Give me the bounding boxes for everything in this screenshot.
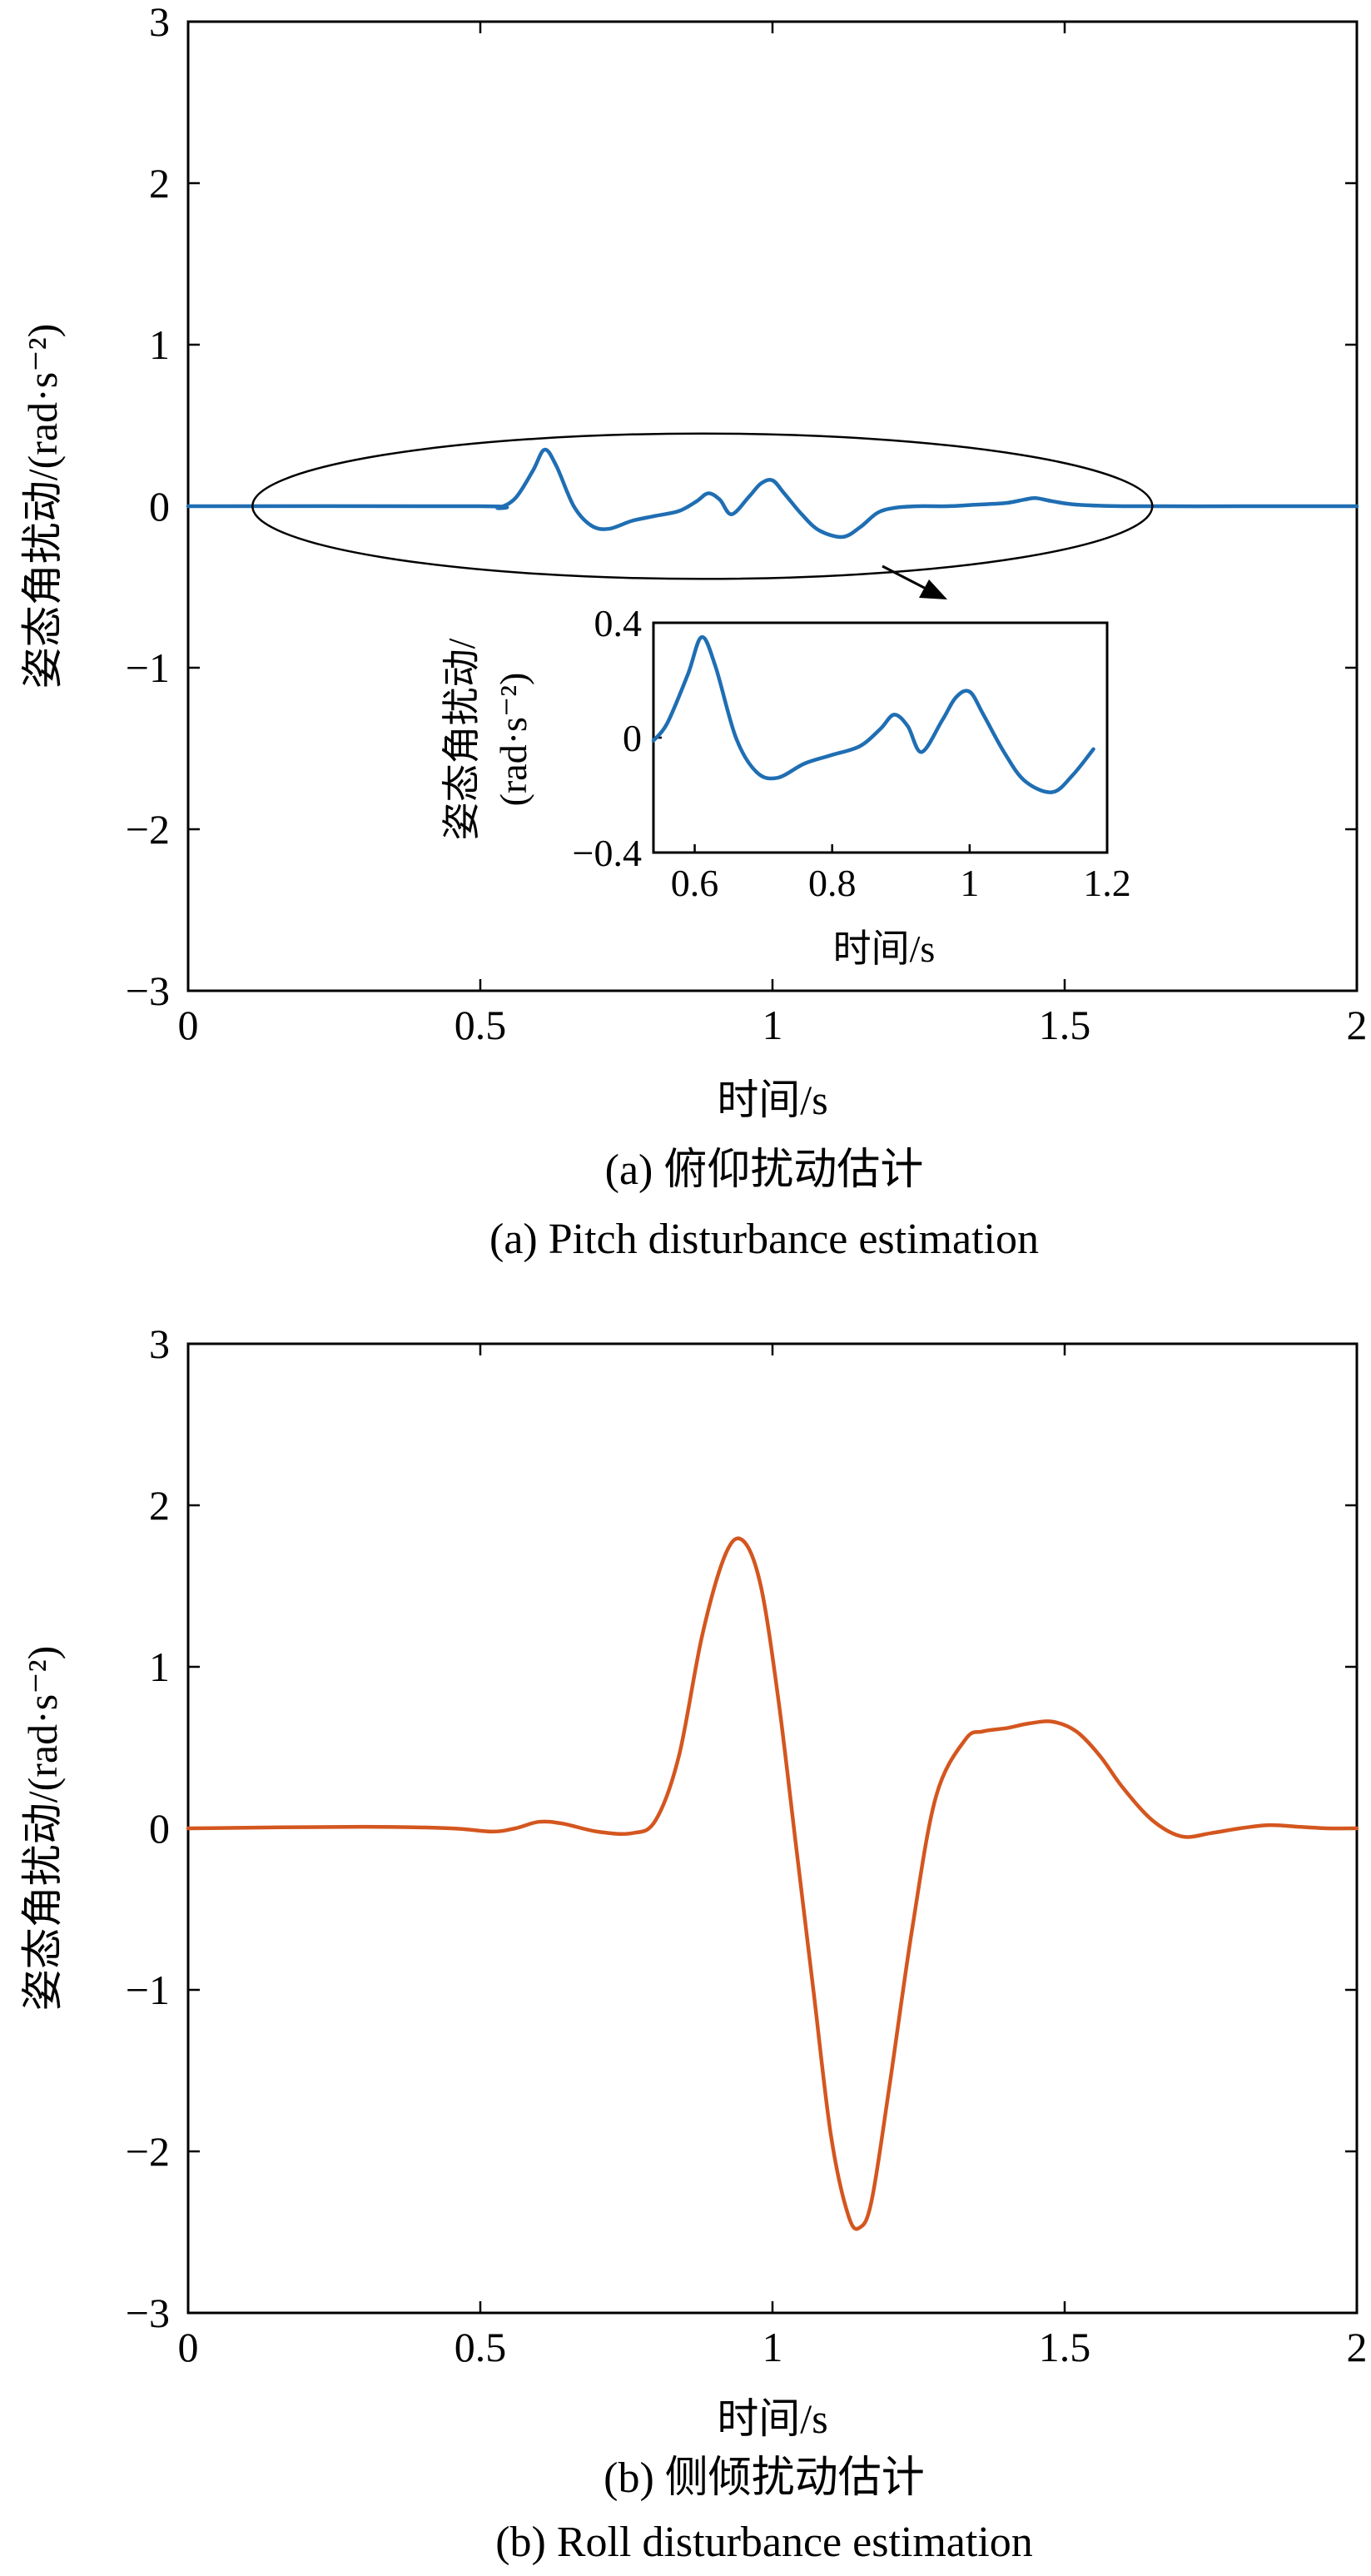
inset-x-tick-label: 1 xyxy=(960,862,979,904)
inset-x-tick-label: 0.6 xyxy=(671,862,719,904)
chart-b: 0 0.5 1 1.5 2 3 2 1 0 −1 −2 −3 时间/s 姿态角扰动/(rad·s⁻²… xyxy=(19,1320,1368,2566)
inset-x-ticks: 0.6 0.8 1 1.2 xyxy=(671,844,1131,904)
pitch-disturbance-line xyxy=(186,447,1359,540)
b-x-tick-label: 1.5 xyxy=(1039,2324,1091,2370)
b-x-tick-label: 2 xyxy=(1347,2324,1368,2370)
inset-y-ticks: 0.4 0 −0.4 xyxy=(573,602,662,874)
roll-disturbance-line xyxy=(186,1536,1359,2231)
b-x-tick-label: 0.5 xyxy=(455,2324,507,2370)
b-y-tick-label: 0 xyxy=(149,1805,170,1852)
a-y-tick-label: 3 xyxy=(149,0,170,45)
b-x-tick-label: 1 xyxy=(762,2324,783,2370)
a-y-tick-label: 0 xyxy=(149,483,170,530)
b-y-tick-label: −2 xyxy=(126,2128,170,2175)
a-x-tick-label: 1.5 xyxy=(1039,1002,1091,1048)
caption-cn-b: (b) 侧倾扰动估计 xyxy=(604,2454,925,2502)
inset-y-axis-title-line1: 姿态角扰动/ xyxy=(440,638,483,840)
x-ticks-a: 0 0.5 1 1.5 2 xyxy=(178,22,1368,1048)
a-x-tick-label: 1 xyxy=(762,1002,783,1048)
a-y-tick-label: 1 xyxy=(149,321,170,368)
a-y-tick-label: −2 xyxy=(126,806,170,853)
highlight-ellipse xyxy=(251,432,1154,580)
chart-a: 0 0.5 1 1.5 2 3 2 1 0 −1 −2 −3 0.6 0.8 1 1.2 0.4 0 −0.4… xyxy=(19,0,1368,1263)
inset-y-tick-label: 0.4 xyxy=(594,602,643,644)
b-y-tick-label: 3 xyxy=(149,1320,170,1367)
caption-cn-a: (a) 俯仰扰动估计 xyxy=(605,1146,924,1194)
caption-en-a: (a) Pitch disturbance estimation xyxy=(489,1216,1039,1263)
y-axis-title-b: 姿态角扰动/(rad·s⁻²) xyxy=(19,1646,66,2012)
inset-frame xyxy=(652,621,1109,854)
inset-x-axis-title: 时间/s xyxy=(833,927,936,970)
b-y-tick-label: −1 xyxy=(126,1967,170,2013)
caption-en-b: (b) Roll disturbance estimation xyxy=(495,2519,1033,2566)
y-ticks-a: 3 2 1 0 −1 −2 −3 xyxy=(126,0,1357,1014)
inset-y-axis-title-line2: (rad·s⁻²) xyxy=(492,673,534,807)
inset-y-tick-label: −0.4 xyxy=(573,832,642,874)
inset-plot: 0.6 0.8 1 1.2 0.4 0 −0.4 时间/s 姿态角扰动/ (rad·s⁻²… xyxy=(440,602,1131,970)
b-y-tick-label: 2 xyxy=(149,1482,170,1529)
a-y-tick-label: 2 xyxy=(149,160,170,206)
a-x-tick-label: 2 xyxy=(1347,1002,1368,1048)
inset-x-tick-label: 1.2 xyxy=(1083,862,1131,904)
x-ticks-b: 0 0.5 1 1.5 2 xyxy=(178,1344,1368,2370)
b-x-tick-label: 0 xyxy=(178,2324,199,2370)
x-axis-title-a: 时间/s xyxy=(717,1077,827,1123)
y-ticks-b: 3 2 1 0 −1 −2 −3 xyxy=(126,1320,1357,2336)
a-y-tick-label: −3 xyxy=(126,967,170,1014)
a-x-tick-label: 0.5 xyxy=(455,1002,507,1048)
b-y-tick-label: −3 xyxy=(126,2290,170,2336)
inset-y-tick-label: 0 xyxy=(623,717,642,759)
a-x-tick-label: 0 xyxy=(178,1002,199,1048)
inset-x-tick-label: 0.8 xyxy=(808,862,857,904)
a-y-tick-label: −1 xyxy=(126,644,170,691)
y-axis-title-a: 姿态角扰动/(rad·s⁻²) xyxy=(19,324,66,689)
inset-disturbance-line xyxy=(651,635,1095,794)
zoom-arrow-head xyxy=(919,579,947,599)
x-axis-title-b: 时间/s xyxy=(717,2395,827,2442)
b-y-tick-label: 1 xyxy=(149,1644,170,1690)
